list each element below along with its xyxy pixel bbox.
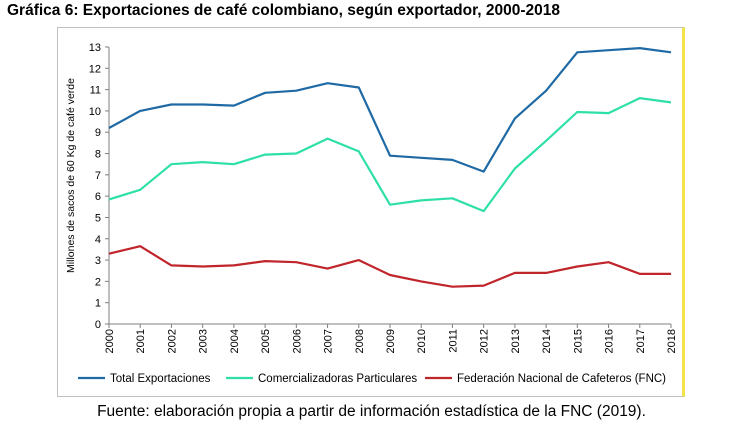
y-tick-label: 5 — [95, 212, 101, 224]
y-tick-label: 10 — [89, 106, 101, 118]
y-tick-label: 2 — [95, 276, 101, 288]
y-tick-label: 0 — [95, 319, 101, 331]
series-line-3 — [108, 245, 671, 288]
x-tick-label: 2010 — [416, 329, 428, 353]
source-note: Fuente: elaboración propia a partir de i… — [97, 403, 646, 420]
chart-title: Gráfica 6: Exportaciones de café colombi… — [7, 2, 561, 19]
y-axis-title: Millones de sacos de 60 Kg de café verde — [65, 78, 77, 273]
y-tick-label: 8 — [95, 149, 101, 161]
legend-label: Federación Nacional de Cafeteros (FNC) — [457, 373, 666, 385]
x-tick-label: 2009 — [385, 329, 397, 353]
x-tick-label: 2015 — [572, 329, 584, 353]
x-tick-label: 2005 — [260, 329, 272, 353]
y-tick-label: 11 — [90, 85, 101, 97]
y-tick-label: 7 — [95, 170, 101, 182]
chart-frame — [57, 27, 685, 397]
x-tick-label: 2016 — [604, 329, 616, 353]
x-tick-label: 2003 — [198, 329, 210, 353]
y-tick-label: 1 — [95, 298, 101, 310]
series-line-1 — [108, 46, 672, 173]
x-tick-label: 2012 — [479, 329, 491, 353]
legend: Total Exportaciones Comercializadoras Par… — [78, 373, 666, 385]
x-tick-label: 2001 — [135, 329, 147, 353]
legend-label: Comercializadoras Particulares — [258, 373, 417, 385]
x-tick-label: 2014 — [541, 329, 553, 353]
y-tick-label: 4 — [95, 234, 101, 246]
x-tick-label: 2018 — [666, 329, 678, 353]
x-tick-label: 2002 — [166, 329, 178, 353]
x-tick-label: 2013 — [510, 329, 522, 353]
legend-label: Total Exportaciones — [110, 373, 211, 385]
y-tick-label: 3 — [95, 255, 101, 267]
x-tick-label: 2000 — [104, 329, 116, 353]
y-tick-label: 12 — [89, 63, 101, 75]
y-tick-label: 9 — [95, 127, 101, 139]
x-tick-label: 2007 — [323, 329, 335, 353]
y-tick-label: 13 — [89, 42, 101, 54]
series-lines — [108, 46, 672, 288]
x-tick-label: 2004 — [229, 329, 241, 353]
x-tick-label: 2017 — [635, 329, 647, 353]
x-tick-label: 2008 — [354, 329, 366, 353]
x-tick-label: 2011 — [447, 329, 459, 353]
y-tick-label: 6 — [95, 191, 101, 203]
series-line-2 — [108, 96, 672, 213]
x-tick-label: 2006 — [291, 329, 303, 353]
